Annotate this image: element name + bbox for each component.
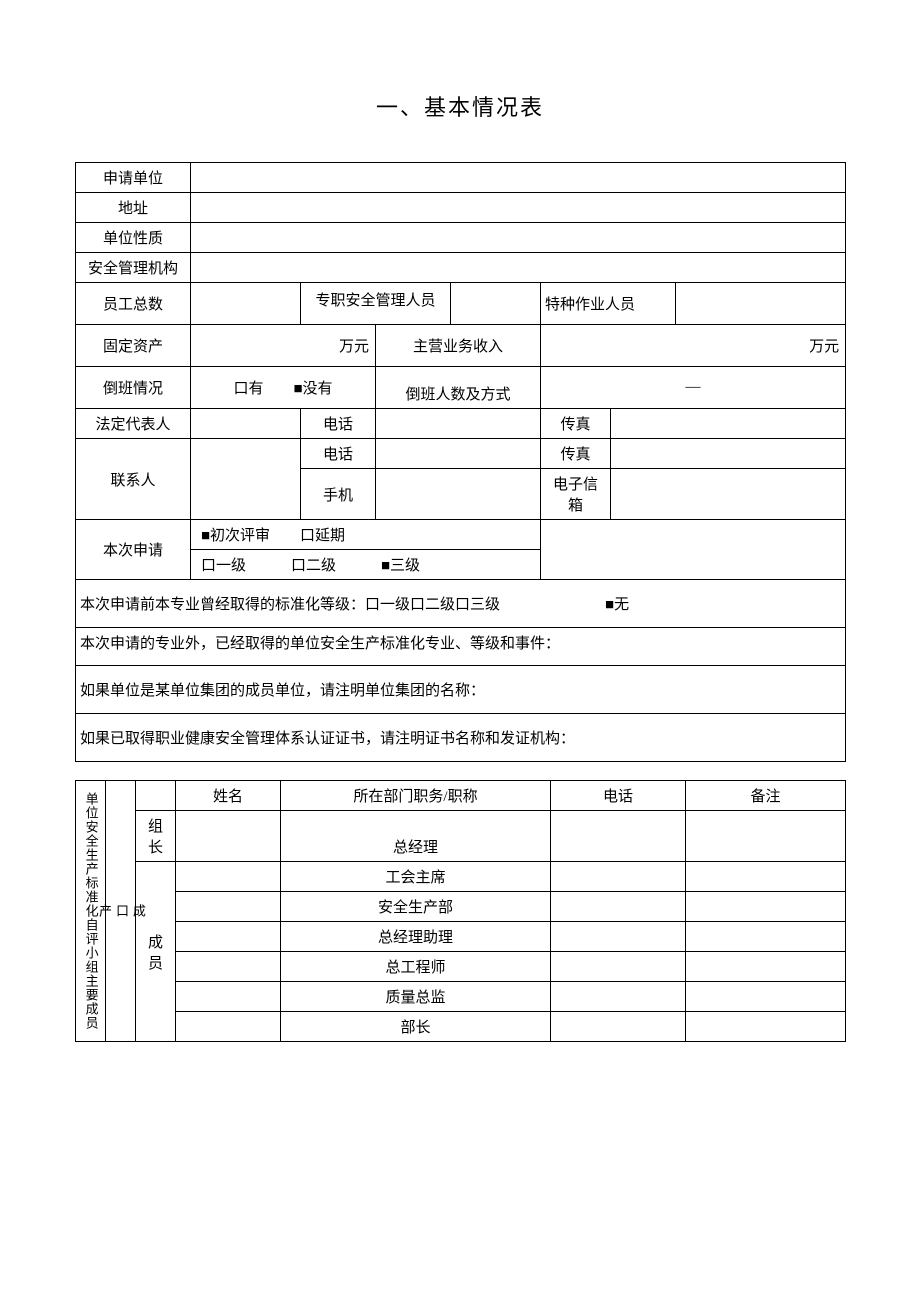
label-nature: 单位性质 bbox=[76, 223, 191, 253]
m4-phone bbox=[551, 952, 686, 982]
m3-note bbox=[686, 922, 846, 952]
m5-dept: 质量总监 bbox=[281, 982, 551, 1012]
row-other-qual: 本次申请的专业外，已经取得的单位安全生产标准化专业、等级和事件： bbox=[76, 628, 846, 666]
row-cert-info: 如果已取得职业健康安全管理体系认证证书，请注明证书名称和发证机构： bbox=[76, 714, 846, 762]
label-safety-staff: 专职安全管理人员 bbox=[301, 283, 451, 325]
label-email: 电子信箱 bbox=[541, 469, 611, 520]
m3-dept: 总经理助理 bbox=[281, 922, 551, 952]
m4-note bbox=[686, 952, 846, 982]
header-blank bbox=[136, 781, 176, 811]
leader-phone bbox=[551, 811, 686, 862]
m6-note bbox=[686, 1012, 846, 1042]
label-fax1: 传真 bbox=[541, 409, 611, 439]
value-legal-rep bbox=[191, 409, 301, 439]
label-this-app: 本次申请 bbox=[76, 520, 191, 580]
value-email bbox=[611, 469, 846, 520]
value-nature bbox=[191, 223, 846, 253]
m6-phone bbox=[551, 1012, 686, 1042]
page-title: 一、基本情况表 bbox=[75, 90, 845, 122]
member-table: 单位安全生产标准化自评小组主要成员 成 口 产 姓名 所在部门职务/职称 电话 … bbox=[75, 780, 846, 1042]
value-app-blank bbox=[541, 520, 846, 580]
label-address: 地址 bbox=[76, 193, 191, 223]
m6-name bbox=[176, 1012, 281, 1042]
m5-phone bbox=[551, 982, 686, 1012]
label-mobile: 手机 bbox=[301, 469, 376, 520]
label-fax2: 传真 bbox=[541, 439, 611, 469]
m6-dept: 部长 bbox=[281, 1012, 551, 1042]
label-shift-num: 倒班人数及方式 bbox=[376, 367, 541, 409]
m5-note bbox=[686, 982, 846, 1012]
header-phone: 电话 bbox=[551, 781, 686, 811]
m4-dept: 总工程师 bbox=[281, 952, 551, 982]
label-member: 成员 bbox=[136, 862, 176, 1042]
label-special-ops: 特种作业人员 bbox=[541, 283, 676, 325]
m4-name bbox=[176, 952, 281, 982]
row-prev-level: 本次申请前本专业曾经取得的标准化等级：口一级口二级口三级 ■无 bbox=[76, 580, 846, 628]
label-applicant: 申请单位 bbox=[76, 163, 191, 193]
value-special-ops bbox=[676, 283, 846, 325]
value-emp-total bbox=[191, 283, 301, 325]
m3-name bbox=[176, 922, 281, 952]
header-dept: 所在部门职务/职称 bbox=[281, 781, 551, 811]
m2-note bbox=[686, 892, 846, 922]
label-emp-total: 员工总数 bbox=[76, 283, 191, 325]
value-mobile bbox=[376, 469, 541, 520]
leader-dept: 总经理 bbox=[281, 811, 551, 862]
value-safety-staff bbox=[451, 283, 541, 325]
value-fax2 bbox=[611, 439, 846, 469]
row-group-name: 如果单位是某单位集团的成员单位，请注明单位集团的名称： bbox=[76, 666, 846, 714]
header-name: 姓名 bbox=[176, 781, 281, 811]
value-phone1 bbox=[376, 409, 541, 439]
label-legal-rep: 法定代表人 bbox=[76, 409, 191, 439]
unit-wan1: 万元 bbox=[191, 325, 376, 367]
label-fixed-assets: 固定资产 bbox=[76, 325, 191, 367]
label-safety-org: 安全管理机构 bbox=[76, 253, 191, 283]
m1-phone bbox=[551, 862, 686, 892]
m1-dept: 工会主席 bbox=[281, 862, 551, 892]
header-note: 备注 bbox=[686, 781, 846, 811]
m1-name bbox=[176, 862, 281, 892]
leader-name bbox=[176, 811, 281, 862]
m1-note bbox=[686, 862, 846, 892]
value-fax1 bbox=[611, 409, 846, 439]
label-contact: 联系人 bbox=[76, 439, 191, 520]
value-phone2 bbox=[376, 439, 541, 469]
label-phone1: 电话 bbox=[301, 409, 376, 439]
value-applicant bbox=[191, 163, 846, 193]
value-app-line1: ■初次评审 口延期 bbox=[191, 520, 541, 550]
value-contact bbox=[191, 439, 301, 520]
leader-note bbox=[686, 811, 846, 862]
label-leader: 组长 bbox=[136, 811, 176, 862]
m2-name bbox=[176, 892, 281, 922]
label-shift: 倒班情况 bbox=[76, 367, 191, 409]
m3-phone bbox=[551, 922, 686, 952]
label-main-income: 主营业务收入 bbox=[376, 325, 541, 367]
value-address bbox=[191, 193, 846, 223]
label-phone2: 电话 bbox=[301, 439, 376, 469]
label-compose-vertical: 成 口 产 bbox=[106, 781, 136, 1042]
m5-name bbox=[176, 982, 281, 1012]
value-shift-opts: 口有 ■没有 bbox=[191, 367, 376, 409]
m2-dept: 安全生产部 bbox=[281, 892, 551, 922]
unit-wan2: 万元 bbox=[541, 325, 846, 367]
value-shift-dash: — bbox=[541, 367, 846, 409]
value-safety-org bbox=[191, 253, 846, 283]
value-app-line2: 口一级 口二级 ■三级 bbox=[191, 550, 541, 580]
m2-phone bbox=[551, 892, 686, 922]
basic-info-table: 申请单位 地址 单位性质 安全管理机构 员工总数 专职安全管理人员 特种作业人员… bbox=[75, 162, 846, 762]
